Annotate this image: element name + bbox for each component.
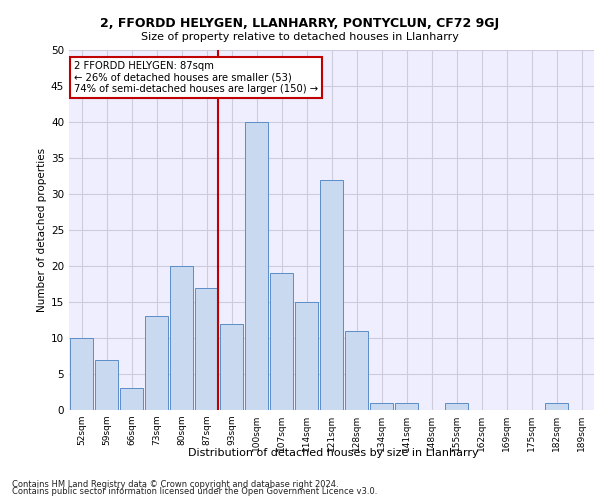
Text: Distribution of detached houses by size in Llanharry: Distribution of detached houses by size … [188,448,478,458]
Bar [269,273,293,410]
Text: Size of property relative to detached houses in Llanharry: Size of property relative to detached ho… [141,32,459,42]
Bar [245,122,268,410]
Bar [320,180,343,410]
Bar [220,324,244,410]
Bar [545,403,568,410]
Bar [170,266,193,410]
Bar [445,403,469,410]
Bar [395,403,418,410]
Text: 2, FFORDD HELYGEN, LLANHARRY, PONTYCLUN, CF72 9GJ: 2, FFORDD HELYGEN, LLANHARRY, PONTYCLUN,… [100,18,500,30]
Bar [95,360,118,410]
Bar [295,302,319,410]
Bar [370,403,394,410]
Text: 2 FFORDD HELYGEN: 87sqm
← 26% of detached houses are smaller (53)
74% of semi-de: 2 FFORDD HELYGEN: 87sqm ← 26% of detache… [74,61,319,94]
Bar [70,338,94,410]
Text: Contains HM Land Registry data © Crown copyright and database right 2024.: Contains HM Land Registry data © Crown c… [12,480,338,489]
Text: Contains public sector information licensed under the Open Government Licence v3: Contains public sector information licen… [12,488,377,496]
Bar [145,316,169,410]
Bar [119,388,143,410]
Bar [344,331,368,410]
Bar [194,288,218,410]
Y-axis label: Number of detached properties: Number of detached properties [37,148,47,312]
